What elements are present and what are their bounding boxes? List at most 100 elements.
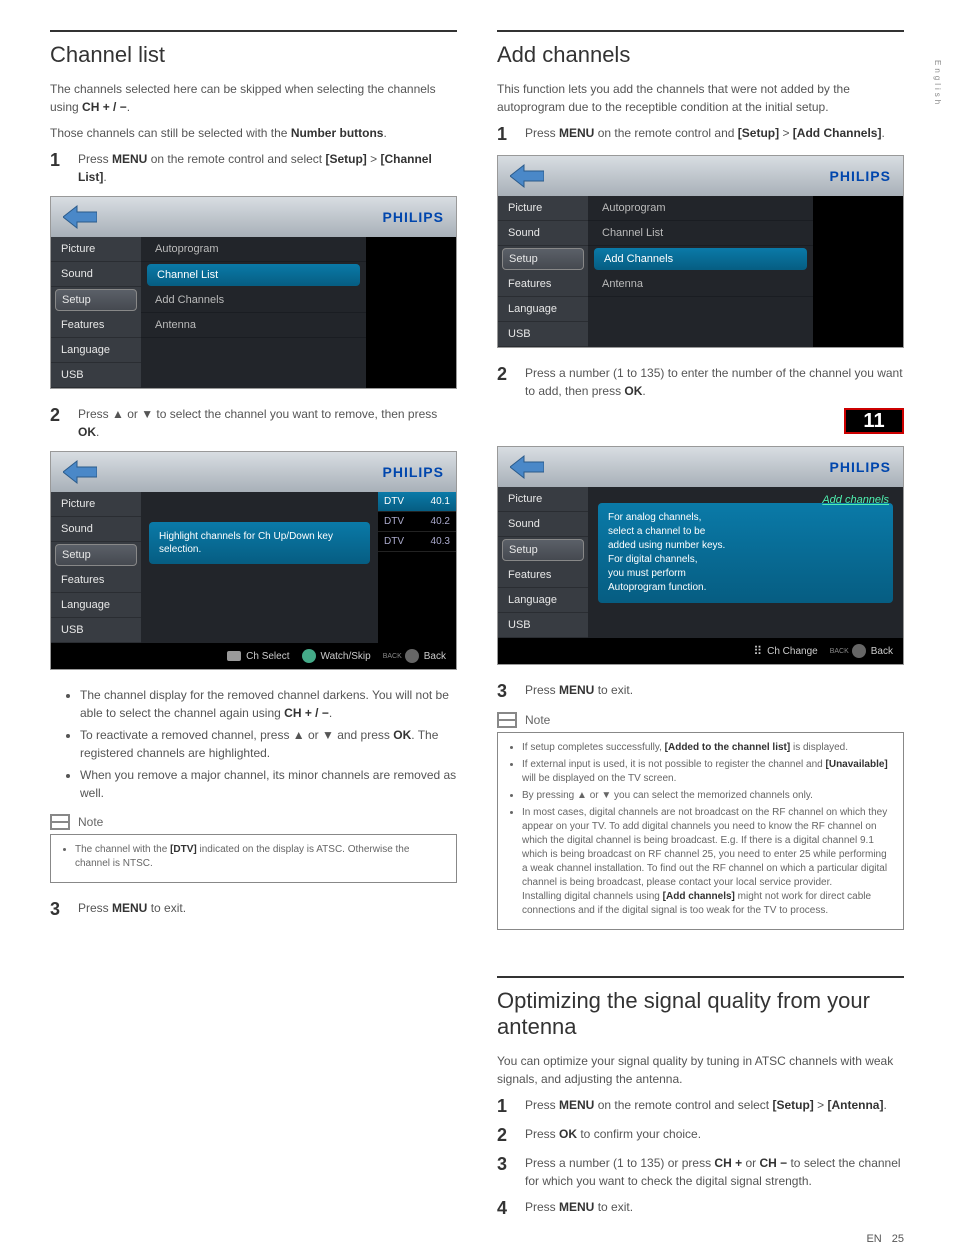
- tv-sidebar-item: Features: [498, 272, 588, 297]
- note-icon: [50, 814, 70, 830]
- note-title: Note: [78, 815, 103, 829]
- tv-sidebar-item: Picture: [51, 492, 141, 517]
- step-text: Press MENU to exit.: [78, 899, 457, 920]
- step-text: Press a number (1 to 135) or press CH + …: [525, 1154, 904, 1190]
- step-2: 2 Press ▲ or ▼ to select the channel you…: [50, 405, 457, 441]
- tv-button-watch-skip: Watch/Skip: [302, 649, 371, 663]
- section-title-channel-list: Channel list: [50, 42, 457, 68]
- tv-sidebar-item: Language: [51, 338, 141, 363]
- tv-sidebar-item: Setup: [55, 289, 137, 311]
- right-column: Add channels This function lets you add …: [497, 30, 904, 1227]
- tv-screenshot-1: PHILIPS PictureSoundSetupFeaturesLanguag…: [50, 196, 457, 389]
- tv-button-ch-select: Ch Select: [227, 651, 289, 662]
- tv-menu-item: Add Channels: [594, 248, 807, 270]
- tv-tooltip: For analog channels,select a channel to …: [598, 503, 893, 603]
- tv-channel-row: DTV40.1: [378, 492, 456, 512]
- section-title-optimizing: Optimizing the signal quality from your …: [497, 988, 904, 1040]
- tv-sidebar-item: Sound: [498, 512, 588, 537]
- bullet-item: To reactivate a removed channel, press ▲…: [80, 726, 457, 762]
- tv-button-back: BACKBack: [830, 644, 893, 658]
- step-number: 3: [50, 899, 68, 920]
- bullet-item: The channel display for the removed chan…: [80, 686, 457, 722]
- step-text: Press a number (1 to 135) to enter the n…: [525, 364, 904, 400]
- tv-menu-item: Add Channels: [141, 288, 366, 313]
- tv-sidebar-item: Sound: [51, 517, 141, 542]
- tv-sidebar-item: Features: [498, 563, 588, 588]
- opt-step-1: 1 Press MENU on the remote control and s…: [497, 1096, 904, 1117]
- tv-sidebar-item: USB: [51, 363, 141, 388]
- step-number: 1: [497, 1096, 515, 1117]
- tv-sidebar-item: Setup: [502, 248, 584, 270]
- logo-icon: [63, 457, 97, 487]
- tv-sidebar-item: Sound: [498, 221, 588, 246]
- tv-sidebar-item: Setup: [55, 544, 137, 566]
- intro-text: This function lets you add the channels …: [497, 80, 904, 116]
- tv-menu-item: Channel List: [147, 264, 360, 286]
- step-text: Press MENU on the remote control and sel…: [525, 1096, 904, 1117]
- tv-menu-item: Antenna: [588, 272, 813, 297]
- step-number: 2: [497, 364, 515, 400]
- tv-channel-row: DTV40.2: [378, 512, 456, 532]
- philips-brand: PHILIPS: [830, 459, 891, 475]
- step-text: Press MENU on the remote control and sel…: [78, 150, 457, 186]
- section-title-add-channels: Add channels: [497, 42, 904, 68]
- tv-sidebar-item: USB: [51, 618, 141, 643]
- note-item: By pressing ▲ or ▼ you can select the me…: [522, 789, 893, 803]
- language-tab: English: [933, 60, 942, 107]
- tv-sidebar-item: Setup: [502, 539, 584, 561]
- separator: [50, 30, 457, 32]
- tv-menu-item: Antenna: [141, 313, 366, 338]
- step-number: 1: [497, 124, 515, 145]
- bullet-list: The channel display for the removed chan…: [80, 686, 457, 802]
- tv-sidebar-item: Features: [51, 568, 141, 593]
- step-text: Press ▲ or ▼ to select the channel you w…: [78, 405, 457, 441]
- separator: [497, 30, 904, 32]
- tv-screenshot-2: PHILIPS PictureSoundSetupFeaturesLanguag…: [50, 451, 457, 670]
- tv-sidebar-item: Sound: [51, 262, 141, 287]
- tv-sidebar-item: Features: [51, 313, 141, 338]
- tv-add-channels-label: Add channels: [814, 491, 897, 509]
- step-number: 3: [497, 1154, 515, 1190]
- note-title: Note: [525, 713, 550, 727]
- step-text: Press OK to confirm your choice.: [525, 1125, 904, 1146]
- logo-icon: [510, 161, 544, 191]
- tv-sidebar-item: Language: [498, 297, 588, 322]
- separator: [497, 976, 904, 978]
- note-item: If external input is used, it is not pos…: [522, 758, 893, 786]
- intro-text: Those channels can still be selected wit…: [50, 124, 457, 142]
- bullet-item: When you remove a major channel, its min…: [80, 766, 457, 802]
- step-text: Press MENU to exit.: [525, 1198, 904, 1219]
- tv-sidebar-item: USB: [498, 613, 588, 638]
- philips-brand: PHILIPS: [383, 464, 444, 480]
- note-item: In most cases, digital channels are not …: [522, 806, 893, 918]
- step-1: 1 Press MENU on the remote control and […: [497, 124, 904, 145]
- left-column: Channel list The channels selected here …: [50, 30, 457, 1227]
- intro-text: The channels selected here can be skippe…: [50, 80, 457, 116]
- logo-icon: [510, 452, 544, 482]
- tv-sidebar-item: Picture: [498, 487, 588, 512]
- tv-screenshot-3: PHILIPS PictureSoundSetupFeaturesLanguag…: [497, 155, 904, 348]
- tv-screenshot-4: PHILIPS PictureSoundSetupFeaturesLanguag…: [497, 446, 904, 665]
- tv-sidebar-item: Picture: [498, 196, 588, 221]
- philips-brand: PHILIPS: [383, 209, 444, 225]
- note-item: The channel with the [DTV] indicated on …: [75, 843, 446, 871]
- tv-menu-item: Autoprogram: [141, 237, 366, 262]
- intro-text: You can optimize your signal quality by …: [497, 1052, 904, 1088]
- note-box: Note The channel with the [DTV] indicate…: [50, 814, 457, 883]
- tv-sidebar-item: Picture: [51, 237, 141, 262]
- tv-menu-item: Autoprogram: [588, 196, 813, 221]
- opt-step-2: 2 Press OK to confirm your choice.: [497, 1125, 904, 1146]
- step-3: 3 Press MENU to exit.: [497, 681, 904, 702]
- step-text: Press MENU to exit.: [525, 681, 904, 702]
- note-item: If setup completes successfully, [Added …: [522, 741, 893, 755]
- tv-menu-item: Channel List: [588, 221, 813, 246]
- philips-brand: PHILIPS: [830, 168, 891, 184]
- tv-button-ch-change: ⠿Ch Change: [753, 644, 817, 658]
- tv-sidebar-item: Language: [498, 588, 588, 613]
- step-2: 2 Press a number (1 to 135) to enter the…: [497, 364, 904, 400]
- logo-icon: [63, 202, 97, 232]
- opt-step-4: 4 Press MENU to exit.: [497, 1198, 904, 1219]
- channel-number-display: 11: [844, 408, 904, 434]
- step-number: 3: [497, 681, 515, 702]
- step-number: 4: [497, 1198, 515, 1219]
